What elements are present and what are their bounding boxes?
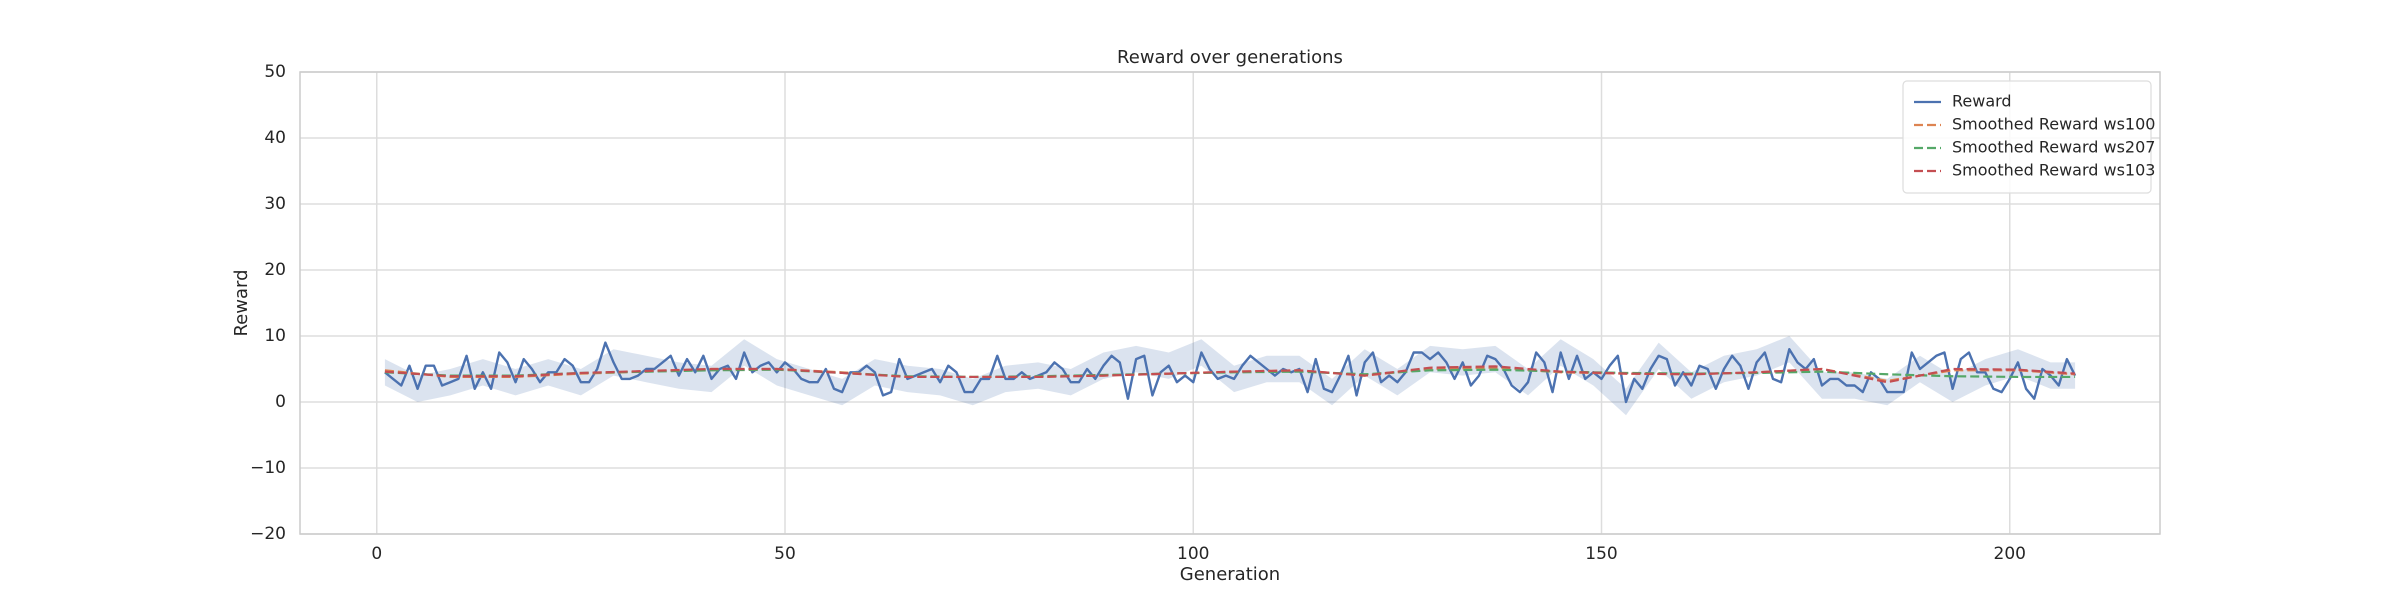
legend-label: Smoothed Reward ws100 xyxy=(1952,115,2155,134)
y-axis-label: Reward xyxy=(231,269,252,336)
x-tick-label: 150 xyxy=(1585,544,1617,564)
y-tick-label: −10 xyxy=(250,458,286,478)
legend-box xyxy=(1902,80,2152,194)
y-tick-label: 0 xyxy=(275,392,286,412)
y-tick-label: 40 xyxy=(264,128,286,148)
y-tick-label: 10 xyxy=(264,326,286,346)
x-tick-label: 0 xyxy=(371,544,382,564)
legend-label: Smoothed Reward ws207 xyxy=(1952,138,2155,157)
x-tick-label: 100 xyxy=(1177,544,1209,564)
legend: Reward Smoothed Reward ws100 Smoothed Rewa… xyxy=(1902,80,2155,194)
y-tick-label: 20 xyxy=(264,260,286,280)
series-line xyxy=(384,365,2076,384)
series-line xyxy=(384,341,2077,404)
plot-frame xyxy=(299,71,2161,535)
x-tick-label: 200 xyxy=(1994,544,2026,564)
y-tick-label: 30 xyxy=(264,194,286,214)
chart-title: Reward over generations xyxy=(1117,47,1343,68)
legend-label: Reward xyxy=(1952,92,2012,111)
x-axis-label: Generation xyxy=(1180,564,1280,585)
plot-area xyxy=(384,336,2077,416)
legend-label: Smoothed Reward ws103 xyxy=(1952,161,2155,180)
confidence-band xyxy=(384,336,2076,416)
y-tick-label: −20 xyxy=(250,524,286,544)
y-tick-label: 50 xyxy=(264,62,286,82)
x-tick-label: 50 xyxy=(774,544,796,564)
